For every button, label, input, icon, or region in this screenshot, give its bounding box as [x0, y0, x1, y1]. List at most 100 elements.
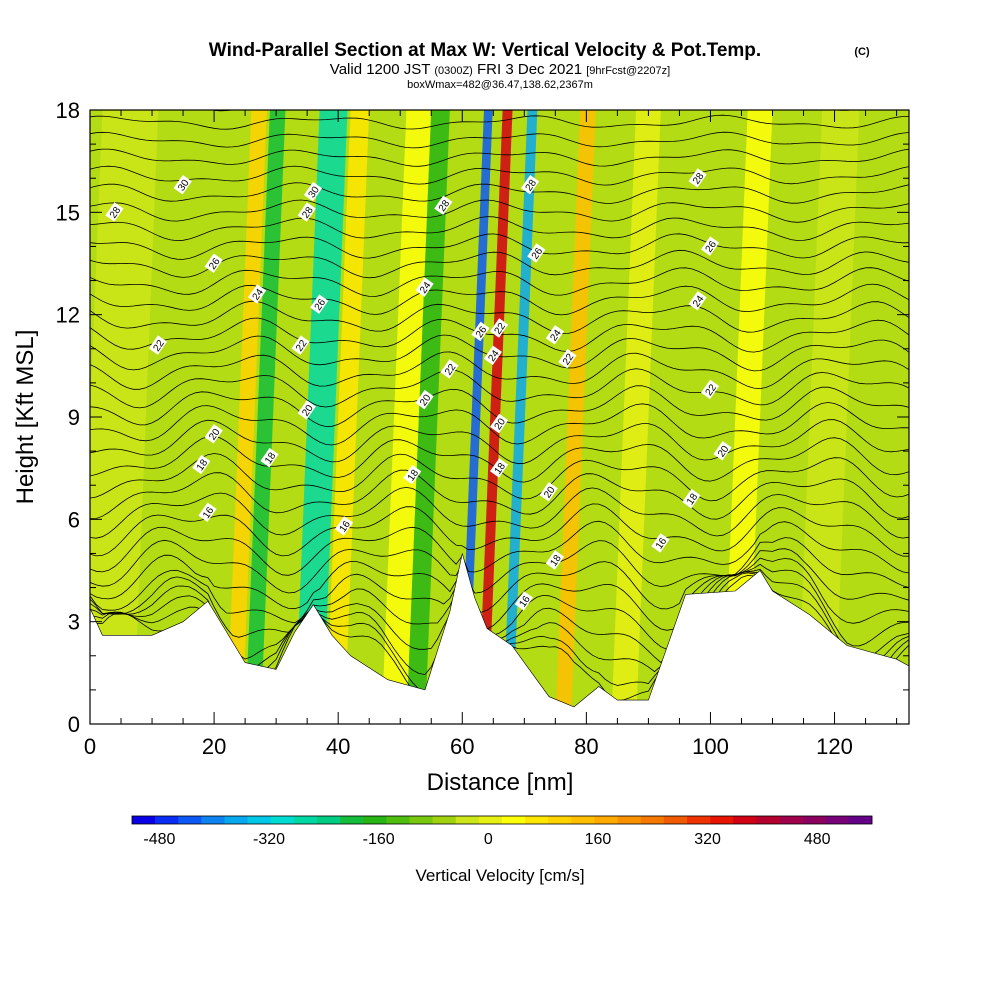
theta-contour-line [90, 300, 909, 335]
colorbar-swatch [502, 816, 526, 824]
x-tick-label: 0 [84, 734, 96, 759]
theta-label: 24 [415, 277, 434, 297]
theta-label: 18 [545, 550, 564, 570]
colorbar-tick-label: -160 [363, 831, 395, 848]
theta-label: 22 [489, 318, 508, 338]
theta-contour-line [90, 520, 909, 576]
theta-contour-line [90, 453, 909, 502]
colorbar-tick-label: 160 [585, 831, 612, 848]
y-tick-label: 3 [68, 610, 80, 635]
colorbar-swatch [455, 816, 480, 824]
valid-time: Valid 1200 JST (0300Z) FRI 3 Dec 2021 [9… [330, 61, 670, 78]
colorbar-swatch [409, 816, 433, 824]
y-tick-label: 12 [56, 303, 80, 328]
theta-contour-line [90, 537, 909, 594]
theta-label: 26 [700, 236, 719, 256]
colorbar-swatch [132, 816, 156, 824]
theta-label: 30 [173, 175, 192, 195]
theta-label: 18 [260, 447, 279, 468]
velocity-band [226, 110, 267, 724]
colorbar-swatch [571, 816, 595, 824]
colorbar-tick-label: -320 [253, 831, 285, 848]
colorbar-tick-label: 0 [484, 831, 493, 848]
colorbar-swatch [733, 816, 757, 824]
theta-contour-line [90, 548, 909, 613]
theta-contour-line [90, 419, 909, 465]
colorbar-swatch [548, 816, 572, 824]
theta-contour-line [90, 216, 909, 242]
colorbar-swatch [270, 816, 295, 824]
theta-label: 18 [682, 488, 701, 509]
theta-label: 22 [148, 335, 167, 355]
theta-label: 22 [558, 349, 577, 369]
colorbar-swatch [779, 816, 803, 824]
x-tick-label: 120 [816, 734, 853, 759]
valid-prefix: Valid 1200 JST [330, 61, 430, 78]
valid-utc: (0300Z) [434, 65, 473, 77]
theta-label: 28 [297, 202, 316, 222]
colorbar-swatch [525, 816, 549, 824]
theta-contour-line [90, 557, 909, 631]
theta-label: 26 [471, 321, 490, 342]
theta-contour-line [90, 469, 909, 520]
colorbar-swatch [317, 816, 341, 824]
theta-label: 20 [713, 441, 732, 461]
theta-contour-line [90, 148, 909, 167]
velocity-band [502, 110, 538, 724]
theta-label: 26 [204, 253, 223, 273]
chart-title-tag: (C) [854, 46, 870, 58]
theta-label: 28 [105, 202, 124, 222]
theta-contour-line [90, 131, 909, 149]
theta-label: 28 [520, 175, 539, 195]
forecast-info: [9hrFcst@2207z] [586, 65, 670, 77]
y-tick-label: 18 [56, 98, 80, 123]
colorbar-swatch [687, 816, 711, 824]
velocity-band [325, 110, 370, 724]
theta-contour-line [90, 267, 909, 297]
theta-label: 16 [651, 533, 670, 553]
theta-label: 16 [514, 591, 533, 611]
colorbar-swatch [617, 816, 642, 824]
theta-contour-line [90, 503, 909, 557]
theta-label: 16 [198, 502, 217, 522]
x-tick-label: 100 [692, 734, 729, 759]
colorbar-swatch [594, 816, 618, 824]
colorbar-swatch [802, 816, 827, 824]
y-axis-label: Height [Kft MSL] [12, 330, 39, 505]
colorbar-tick-label: 480 [804, 831, 831, 848]
theta-contour-line [90, 351, 909, 390]
colorbar-swatch [640, 816, 665, 824]
terrain [90, 553, 909, 724]
theta-contour-line [90, 165, 909, 186]
colorbar-swatch [340, 816, 364, 824]
chart-title: Wind-Parallel Section at Max W: Vertical… [209, 40, 761, 61]
x-tick-label: 20 [202, 734, 226, 759]
y-tick-label: 15 [56, 200, 80, 225]
theta-contour-line [90, 368, 909, 409]
theta-contour-line [90, 233, 909, 260]
theta-label: 18 [403, 465, 421, 485]
theta-label: 18 [489, 458, 508, 478]
y-tick-label: 9 [68, 405, 80, 430]
theta-contour-line [90, 486, 909, 539]
velocity-bands [90, 110, 860, 724]
theta-label: 26 [310, 294, 328, 314]
colorbar-swatch [178, 816, 202, 824]
colorbar-swatch [432, 816, 457, 824]
theta-contour-line [90, 402, 909, 446]
theta-label: 24 [688, 291, 707, 311]
colorbar-swatch [710, 816, 734, 824]
velocity-band [406, 110, 450, 724]
colorbar-frame [131, 815, 873, 825]
theta-label: 20 [539, 482, 558, 502]
theta-label: 20 [204, 424, 223, 444]
theta-label: 22 [291, 335, 310, 355]
theta-label: 28 [688, 168, 707, 188]
theta-label: 26 [527, 243, 545, 263]
theta-label: 24 [247, 284, 266, 304]
valid-date: FRI 3 Dec 2021 [477, 61, 582, 78]
velocity-band [611, 110, 661, 724]
